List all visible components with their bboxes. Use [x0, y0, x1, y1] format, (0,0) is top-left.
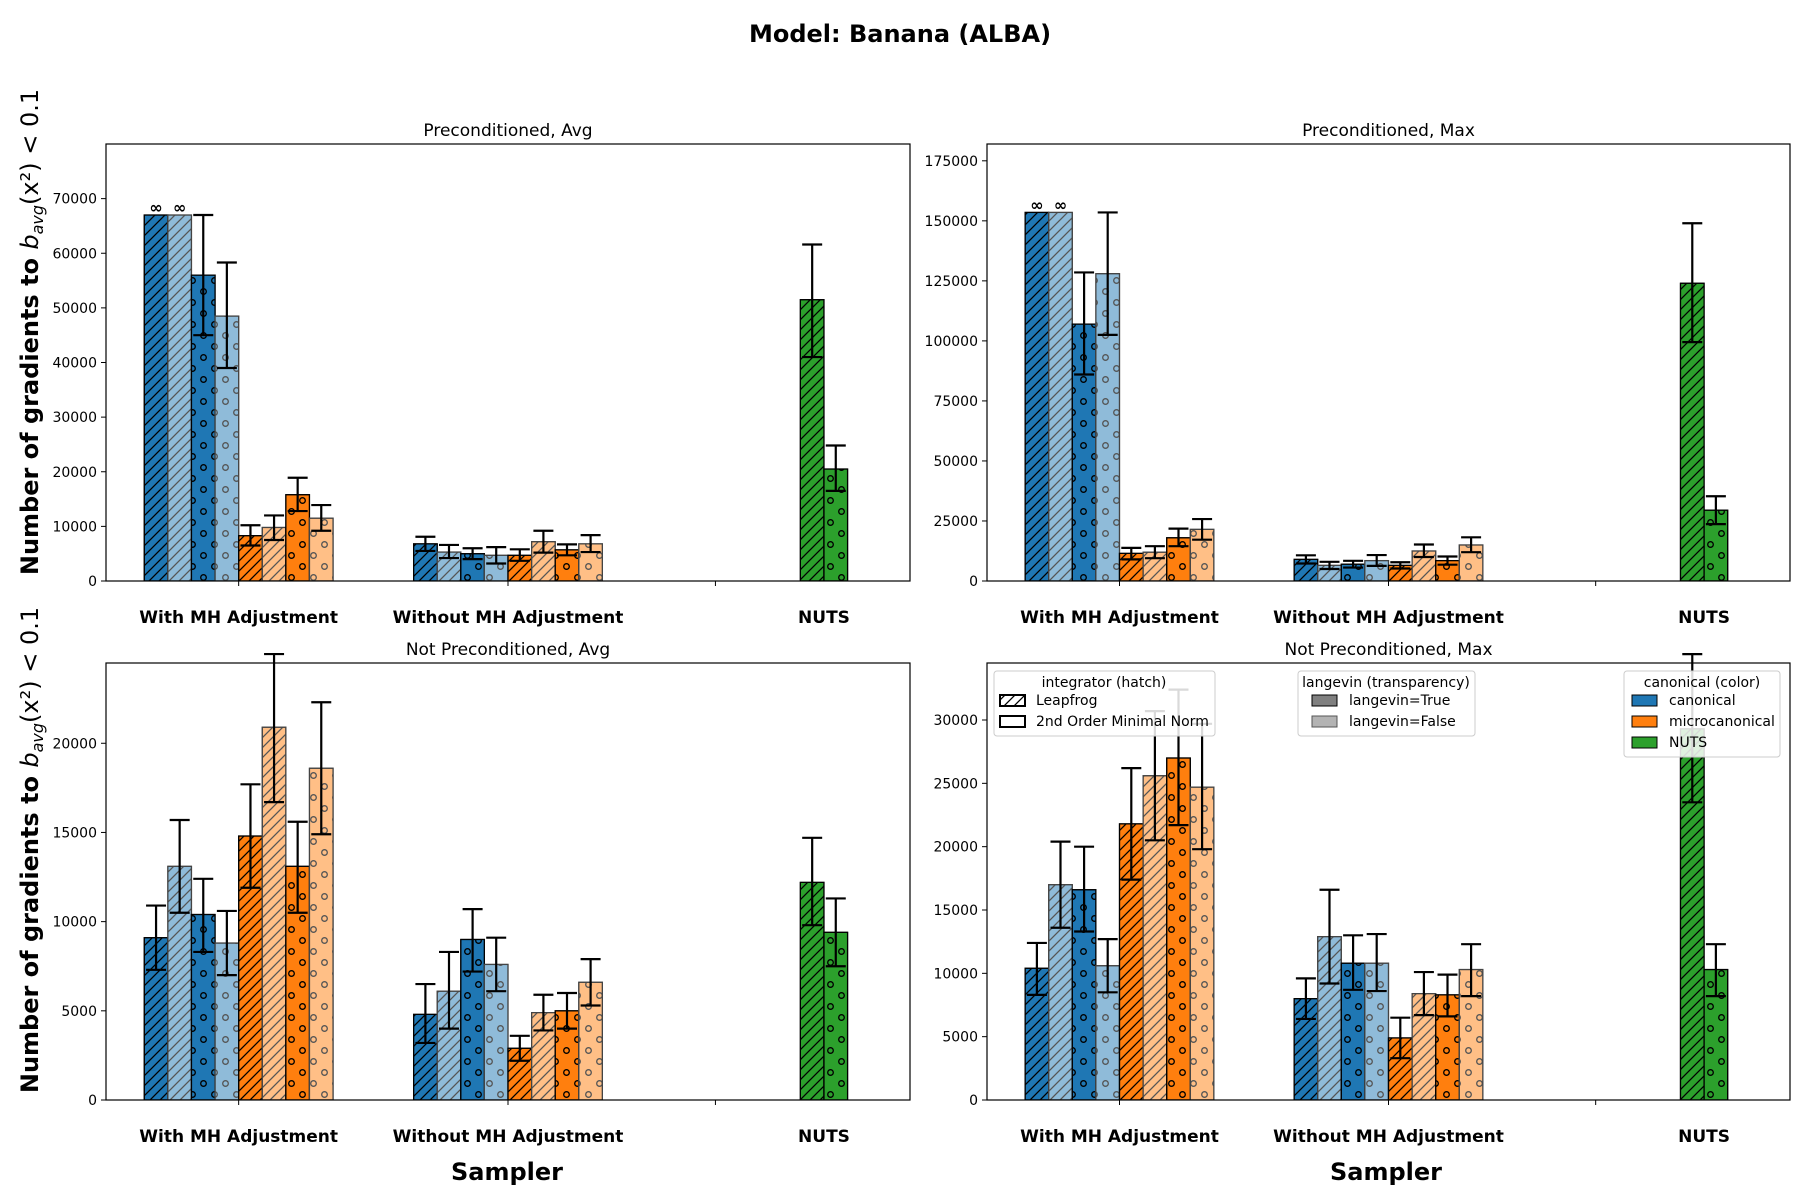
x-axis-label-right: Sampler — [1330, 1158, 1442, 1186]
x-category-label: With MH Adjustment — [139, 1127, 338, 1147]
y-tick-label: 25000 — [933, 776, 978, 792]
legend-langevin-true-label: langevin=True — [1349, 693, 1450, 709]
subplot-title: Not Preconditioned, Max — [1284, 640, 1492, 660]
y-axis-label-bottom: Number of gradients to bavg(x²) < 0.1 — [16, 607, 47, 1093]
y-tick-label: 25000 — [933, 514, 978, 530]
error-bars: ∞ ∞ — [1030, 195, 1726, 571]
x-category-label: With MH Adjustment — [139, 608, 338, 628]
y-tick-label: 5000 — [61, 1004, 97, 1020]
y-tick-label: 10000 — [933, 966, 978, 982]
x-category-label: Without MH Adjustment — [1273, 1127, 1504, 1147]
y-tick-label: 0 — [88, 574, 97, 590]
subplot-title: Not Preconditioned, Avg — [406, 640, 610, 660]
x-category-label: NUTS — [1678, 608, 1730, 628]
y-tick-label: 60000 — [52, 246, 97, 262]
legend-integrator: integrator (hatch) Leapfrog 2nd Order Mi… — [993, 670, 1216, 737]
legend-canonical: canonical (color) canonical microcanonic… — [1623, 670, 1781, 758]
legend-canonical-swatch — [1631, 694, 1658, 707]
subplot-2: Preconditioned, Max 0 25000 50000 75000 10000… — [925, 121, 1791, 628]
legend-nuts-label: NUTS — [1669, 735, 1707, 751]
error-bars: ∞ ∞ — [149, 198, 846, 565]
legend-integrator-title: integrator (hatch) — [1042, 675, 1167, 691]
y-tick-label: 20000 — [52, 736, 97, 752]
infinity-label: ∞ — [149, 198, 162, 217]
subplot-grid: Preconditioned, Avg 0 10000 20000 30000 40000… — [52, 121, 1791, 1147]
bar-canonical-leapfrog-langevin-true-hatch — [1024, 211, 1050, 581]
subplot-title: Preconditioned, Avg — [423, 121, 592, 141]
y-tick-label: 70000 — [52, 192, 97, 208]
y-tick-label: 0 — [969, 574, 978, 590]
y-tick-label: 50000 — [52, 301, 97, 317]
y-tick-label: 150000 — [925, 214, 978, 230]
legend-canonical-label: canonical — [1669, 693, 1736, 709]
y-tick-label: 15000 — [933, 903, 978, 919]
y-tick-label: 0 — [88, 1093, 97, 1109]
x-category-label: NUTS — [1678, 1127, 1730, 1147]
x-category-label: Without MH Adjustment — [393, 608, 624, 628]
x-category-label: Without MH Adjustment — [1273, 608, 1504, 628]
y-tick-label: 30000 — [933, 713, 978, 729]
y-tick-label: 50000 — [933, 454, 978, 470]
subplot-1: Preconditioned, Avg 0 10000 20000 30000 40000… — [52, 121, 911, 628]
bar-canonical-leapfrog-langevin-false-hatch — [1048, 211, 1073, 581]
bar-canonical-leapfrog-langevin-true-hatch — [143, 214, 169, 581]
y-axis-label-top: Number of gradients to bavg(x²) < 0.1 — [16, 89, 47, 575]
y-tick-label: 0 — [969, 1093, 978, 1109]
bars — [143, 726, 849, 1100]
y-tick-label: 100000 — [925, 334, 978, 350]
y-tick-label: 10000 — [52, 915, 97, 931]
y-tick-label: 5000 — [942, 1030, 978, 1046]
bars — [1024, 211, 1729, 581]
subplot-4: Not Preconditioned, Max 0 5000 10000 15000 20… — [933, 640, 1791, 1147]
y-tick-label: 40000 — [52, 356, 97, 372]
y-tick-label: 175000 — [925, 154, 978, 170]
y-tick-label: 20000 — [52, 465, 97, 481]
legend-nuts-swatch — [1631, 736, 1658, 749]
y-tick-label: 30000 — [52, 410, 97, 426]
x-category-label: NUTS — [798, 1127, 850, 1147]
error-bars — [1026, 653, 1726, 1060]
legend-langevin-true-swatch — [1311, 694, 1338, 707]
x-category-label: NUTS — [798, 608, 850, 628]
legend-leapfrog-label: Leapfrog — [1036, 693, 1097, 709]
x-category-label: With MH Adjustment — [1020, 1127, 1219, 1147]
infinity-label: ∞ — [1054, 195, 1067, 214]
legend-langevin-false-swatch — [1311, 715, 1338, 728]
y-tick-label: 10000 — [52, 519, 97, 535]
legend-langevin-false-label: langevin=False — [1349, 714, 1456, 730]
bar-canonical-leapfrog-langevin-false-hatch — [167, 214, 193, 581]
legend-langevin-title: langevin (transparency) — [1302, 675, 1470, 691]
error-bars — [146, 652, 846, 1062]
legend-minimal-norm-label: 2nd Order Minimal Norm — [1036, 714, 1209, 730]
x-category-label: Without MH Adjustment — [393, 1127, 624, 1147]
subplot-title: Preconditioned, Max — [1302, 121, 1475, 141]
y-tick-label: 20000 — [933, 840, 978, 856]
legend-leapfrog-swatch — [999, 694, 1026, 707]
x-category-label: With MH Adjustment — [1020, 608, 1219, 628]
legend-langevin: langevin (transparency) langevin=True la… — [1297, 670, 1476, 737]
bars — [1024, 728, 1729, 1100]
y-tick-label: 125000 — [925, 274, 978, 290]
y-tick-label: 75000 — [933, 394, 978, 410]
subplot-3: Not Preconditioned, Avg 0 5000 10000 15000 20… — [52, 640, 911, 1147]
legend-microcanonical-swatch — [1631, 715, 1658, 728]
figure-suptitle: Model: Banana (ALBA) — [749, 20, 1051, 48]
legend-microcanonical-label: microcanonical — [1669, 714, 1775, 730]
legend-minimal-norm-swatch — [999, 715, 1026, 728]
x-axis-label-left: Sampler — [451, 1158, 563, 1186]
infinity-label: ∞ — [173, 198, 186, 217]
infinity-label: ∞ — [1030, 195, 1043, 214]
legend-canonical-title: canonical (color) — [1644, 675, 1761, 691]
y-tick-label: 15000 — [52, 825, 97, 841]
